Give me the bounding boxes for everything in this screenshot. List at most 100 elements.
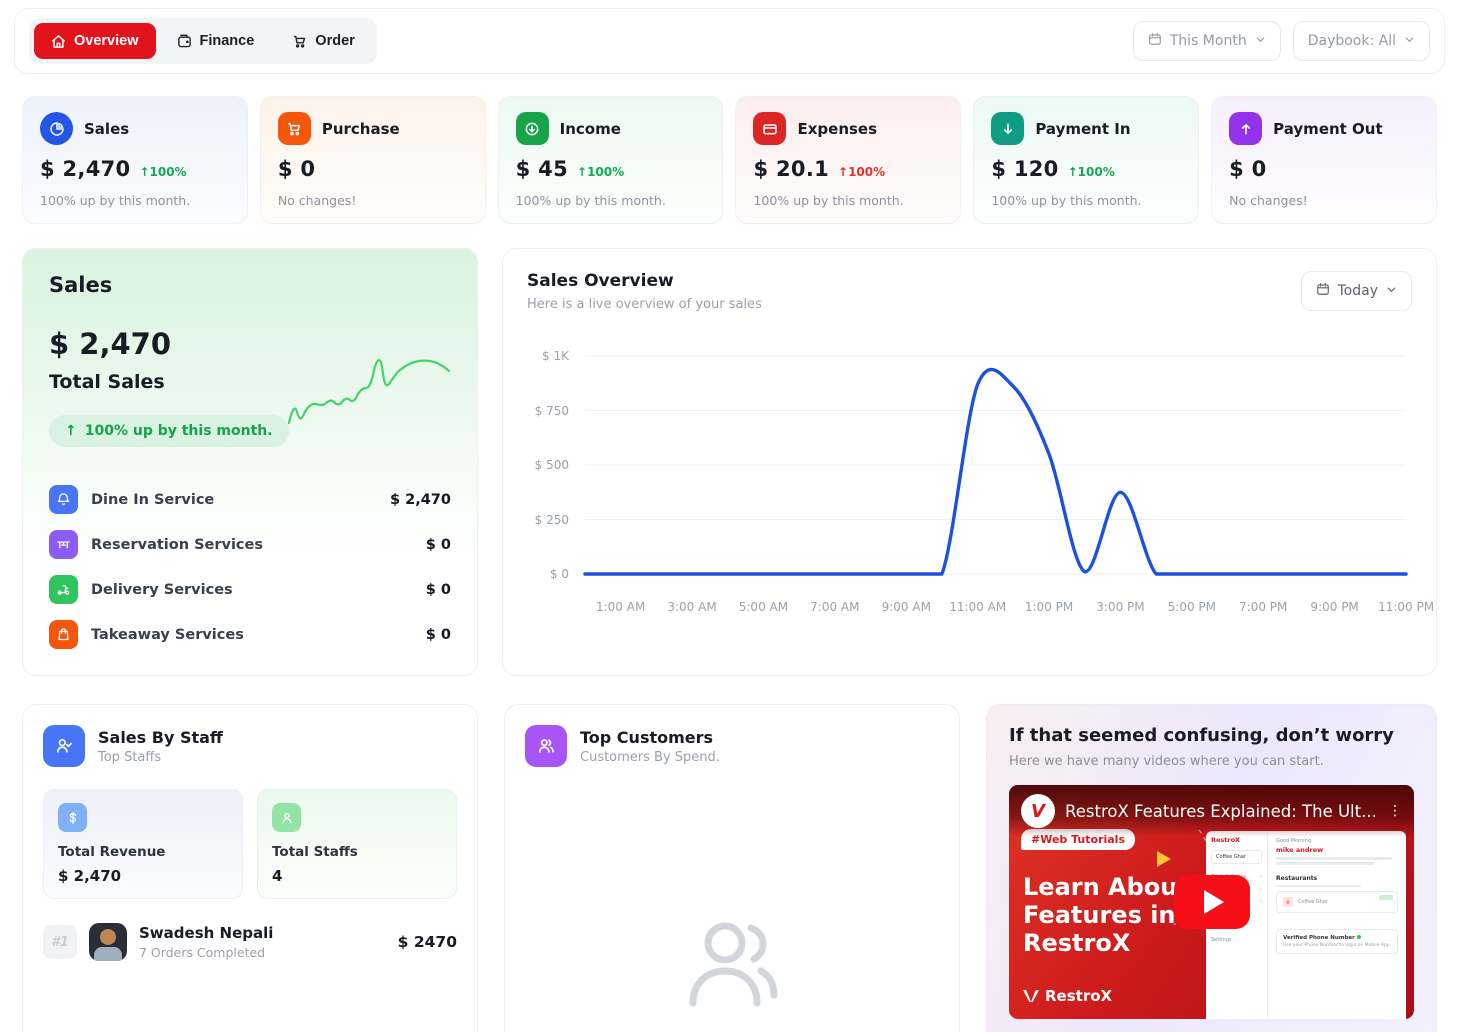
play-icon bbox=[1203, 890, 1224, 914]
wallet-icon bbox=[177, 34, 192, 49]
stat-card-payment-in: Payment In $ 120 ↑100% 100% up by this m… bbox=[973, 96, 1200, 224]
total-staffs-tile: Total Staffs 4 bbox=[257, 789, 457, 899]
stat-note: No changes! bbox=[277, 193, 357, 208]
service-label: Reservation Services bbox=[91, 536, 263, 553]
stat-title: Sales bbox=[84, 119, 130, 138]
arrow-up-icon: ↑ bbox=[65, 423, 77, 439]
tile-label: Total Staffs bbox=[272, 844, 358, 860]
help-card-subtitle: Here we have many videos where you can s… bbox=[1009, 754, 1324, 769]
pie-chart-icon bbox=[40, 112, 73, 145]
shopping-cart-icon bbox=[277, 112, 311, 145]
total-sales-value: $ 2,470 bbox=[49, 327, 172, 361]
tab-finance[interactable]: Finance bbox=[160, 23, 272, 59]
x-axis-label: 1:00 PM bbox=[1024, 600, 1074, 614]
stat-change: ↑100% bbox=[577, 165, 625, 179]
help-video-card: If that seemed confusing, don’t worry He… bbox=[986, 704, 1437, 1032]
service-value: $ 0 bbox=[425, 581, 451, 598]
calendar-icon bbox=[1316, 282, 1330, 300]
sales-line-chart: $ 1K $ 750 $ 500 $ 250 $ 0 1:00 AM 3:00 AM 5:0… bbox=[527, 338, 1434, 622]
x-axis-label: 5:00 PM bbox=[1167, 600, 1217, 614]
scooter-icon bbox=[49, 575, 78, 604]
sales-summary-card: Sales $ 2,470 Total Sales ↑ 100% up by t… bbox=[22, 248, 478, 676]
service-value: $ 2,470 bbox=[389, 491, 451, 508]
app-user: mike andrew bbox=[1276, 846, 1324, 854]
channel-avatar[interactable]: V bbox=[1021, 794, 1055, 828]
stat-title: Payment Out bbox=[1273, 119, 1383, 138]
tab-order[interactable]: Order bbox=[275, 23, 372, 59]
play-button[interactable] bbox=[1173, 875, 1250, 929]
y-axis-label: $ 0 bbox=[549, 567, 569, 581]
video-thumbnail[interactable]: V RestroX Features Explained: The Ult...… bbox=[1009, 785, 1414, 1019]
sales-trend-text: 100% up by this month. bbox=[84, 423, 273, 439]
chart-y-axis: $ 1K $ 750 $ 500 $ 250 $ 0 bbox=[527, 338, 579, 588]
credit-card-icon bbox=[753, 112, 787, 145]
service-breakdown-list: Dine In Service $ 2,470 Reservation Serv… bbox=[49, 485, 451, 649]
chevron-down-icon bbox=[1386, 283, 1397, 299]
staff-card-title: Sales By Staff bbox=[98, 727, 223, 747]
shopping-bag-icon bbox=[49, 620, 78, 649]
staff-name: Swadesh Nepali bbox=[139, 924, 274, 942]
customers-card-subtitle: Customers By Spend. bbox=[580, 749, 720, 765]
staff-detail: 7 Orders Completed bbox=[139, 945, 266, 960]
service-label: Dine In Service bbox=[91, 491, 215, 508]
x-axis-label: 7:00 AM bbox=[810, 600, 860, 614]
x-axis-label: 3:00 PM bbox=[1096, 600, 1145, 614]
stat-title: Income bbox=[559, 119, 621, 138]
help-card-title: If that seemed confusing, don’t worry bbox=[1009, 725, 1394, 746]
people-icon bbox=[525, 725, 567, 767]
staff-check-icon bbox=[43, 725, 85, 767]
stat-card-purchase: Purchase $ 0 No changes! bbox=[259, 96, 486, 224]
staff-amount: $ 2470 bbox=[397, 933, 457, 951]
kebab-menu-icon[interactable]: ⋮ bbox=[1388, 803, 1402, 819]
stat-value: $ 45 bbox=[515, 157, 569, 181]
chart-subtitle: Here is a live overview of your sales bbox=[527, 297, 762, 312]
stat-note: 100% up by this month. bbox=[515, 193, 666, 208]
y-axis-label: $ 250 bbox=[534, 512, 569, 527]
app-section-title: Restaurants bbox=[1276, 874, 1318, 882]
y-axis-label: $ 750 bbox=[534, 403, 569, 418]
app-restaurant-card: ♕ Coffee Ghar bbox=[1276, 891, 1398, 913]
small-play-triangle-icon bbox=[1157, 851, 1171, 867]
customers-card-title: Top Customers bbox=[580, 727, 714, 747]
stat-value: $ 0 bbox=[277, 157, 316, 181]
app-greeting: Good Morning bbox=[1276, 838, 1311, 844]
video-caption: Learn About Features in RestroX bbox=[1023, 873, 1189, 958]
tile-value: 4 bbox=[272, 867, 283, 885]
chart-plot-area bbox=[583, 355, 1408, 576]
stat-value: $ 20.1 bbox=[753, 157, 830, 181]
top-bar: Overview Finance Order This Month Dayb bbox=[14, 8, 1445, 74]
stat-note: No changes! bbox=[1229, 193, 1308, 208]
sales-overview-card: Sales Overview Here is a live overview o… bbox=[502, 248, 1437, 676]
tab-finance-label: Finance bbox=[199, 33, 255, 49]
home-icon bbox=[51, 34, 66, 49]
stat-cards-row: Sales $ 2,470 ↑100% 100% up by this mont… bbox=[22, 96, 1437, 224]
daybook-filter-button[interactable]: Daybook: All bbox=[1292, 21, 1430, 61]
stat-change: ↑100% bbox=[838, 165, 886, 179]
list-item-takeaway: Takeaway Services $ 0 bbox=[49, 620, 451, 649]
x-axis-label: 7:00 PM bbox=[1239, 600, 1288, 614]
total-revenue-tile: Total Revenue $ 2,470 bbox=[43, 789, 243, 899]
dollar-icon bbox=[58, 803, 87, 832]
sales-summary-title: Sales bbox=[49, 273, 113, 297]
top-customers-card: Top Customers Customers By Spend. No Cus… bbox=[504, 704, 960, 1032]
chart-title: Sales Overview bbox=[527, 271, 674, 291]
tab-overview[interactable]: Overview bbox=[34, 23, 156, 59]
y-axis-label: $ 500 bbox=[534, 458, 569, 472]
arrow-up-icon bbox=[1229, 112, 1263, 145]
video-title: RestroX Features Explained: The Ult... bbox=[1065, 801, 1377, 821]
sales-by-staff-card: Sales By Staff Top Staffs Total Revenue … bbox=[22, 704, 478, 1032]
view-tabs: Overview Finance Order bbox=[29, 18, 377, 64]
stat-value: $ 2,470 bbox=[40, 157, 131, 181]
chart-period-button[interactable]: Today bbox=[1300, 271, 1412, 311]
restrox-v-icon bbox=[1023, 990, 1039, 1002]
tab-order-label: Order bbox=[315, 33, 355, 49]
list-item-delivery: Delivery Services $ 0 bbox=[49, 575, 451, 604]
tile-value: $ 2,470 bbox=[58, 867, 122, 885]
chevron-down-icon bbox=[1255, 33, 1266, 49]
staff-card-subtitle: Top Staffs bbox=[98, 749, 162, 765]
chart-x-axis: 1:00 AM 3:00 AM 5:00 AM 7:00 AM 9:00 AM 11:00… bbox=[579, 596, 1434, 622]
avatar bbox=[89, 923, 127, 961]
total-sales-label: Total Sales bbox=[49, 371, 165, 393]
period-filter-button[interactable]: This Month bbox=[1132, 21, 1281, 61]
daybook-filter-label: Daybook: All bbox=[1307, 33, 1396, 49]
